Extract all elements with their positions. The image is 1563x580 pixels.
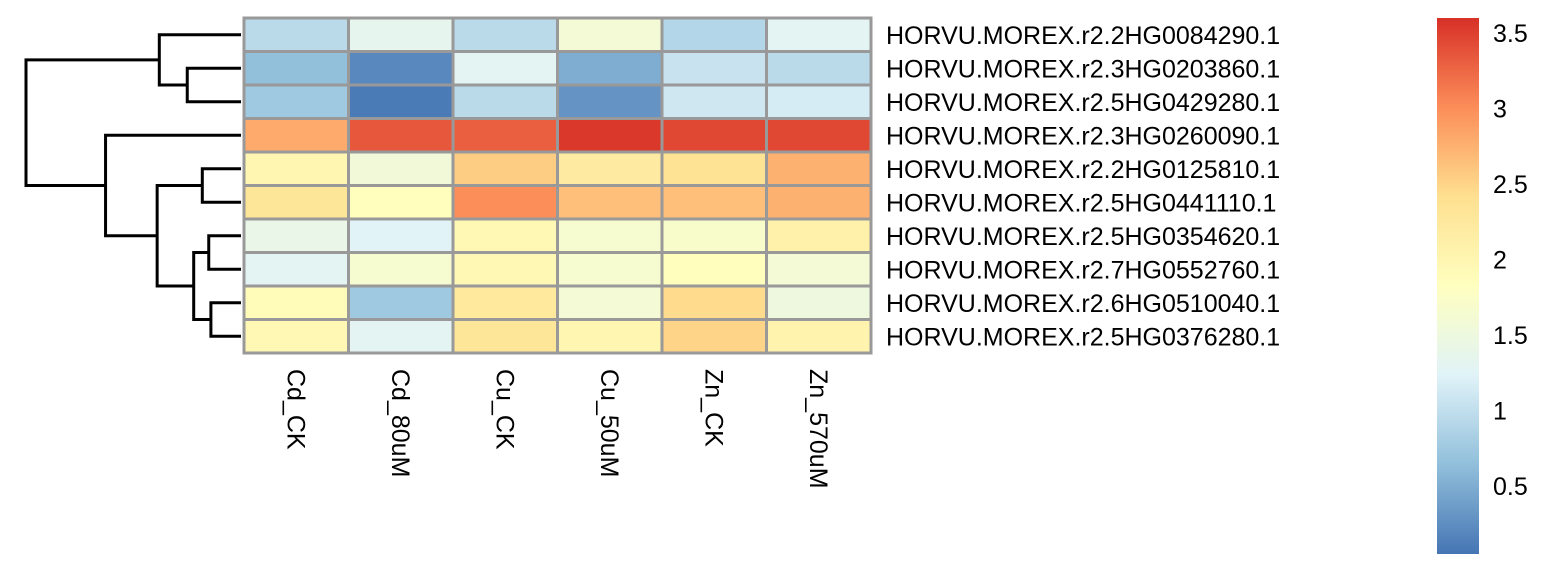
heatmap-cell: [765, 83, 873, 120]
heatmap-cell: [451, 217, 559, 254]
row-label: HORVU.MOREX.r2.2HG0084290.1: [886, 22, 1280, 50]
row-label: HORVU.MOREX.r2.5HG0354620.1: [886, 223, 1280, 251]
colorbar-tick-label: 3: [1493, 96, 1507, 124]
heatmap-cell: [242, 83, 350, 120]
heatmap-cell: [242, 251, 350, 288]
heatmap-cell: [765, 50, 873, 87]
column-label: Zn_570uM: [804, 369, 832, 489]
heatmap-cell: [660, 16, 768, 53]
colorbar-tick-label: 3.5: [1493, 20, 1528, 48]
column-labels: Cd_CK Cd_80uM Cu_CK Cu_50uM Zn_CK Zn_570uM: [281, 369, 832, 489]
heatmap-cell: [242, 217, 350, 254]
dendrogram-branch: [185, 66, 241, 104]
row-label: HORVU.MOREX.r2.5HG0429280.1: [886, 89, 1280, 117]
color-legend: 0.5 1 1.5 2 2.5 3 3.5: [1437, 18, 1528, 554]
heatmap-cell: [765, 117, 873, 154]
heatmap-cell: [242, 184, 350, 221]
heatmap-cell: [347, 217, 455, 254]
heatmap-cell: [765, 318, 873, 355]
column-label: Cu_CK: [490, 369, 518, 450]
heatmap-cell: [242, 50, 350, 87]
heatmap-cell: [556, 150, 664, 187]
heatmap-cell: [765, 184, 873, 221]
row-label: HORVU.MOREX.r2.5HG0441110.1: [886, 189, 1276, 217]
row-labels: HORVU.MOREX.r2.2HG0084290.1 HORVU.MOREX.r…: [886, 22, 1280, 352]
heatmap-cell: [660, 251, 768, 288]
colorbar-tick-label: 0.5: [1493, 473, 1528, 501]
colorbar-tick-label: 1: [1493, 398, 1507, 426]
row-label: HORVU.MOREX.r2.3HG0260090.1: [886, 122, 1280, 150]
row-dendrogram: [24, 33, 241, 338]
heatmap-cell: [347, 284, 455, 321]
heatmap-cell: [556, 318, 664, 355]
heatmap-cell: [660, 217, 768, 254]
heatmap-cell: [765, 217, 873, 254]
heatmap-cell: [242, 150, 350, 187]
heatmap-cell: [451, 184, 559, 221]
heatmap-cell: [451, 117, 559, 154]
dendrogram-branch: [157, 33, 241, 87]
column-label: Zn_CK: [699, 369, 727, 447]
heatmap-cell: [556, 251, 664, 288]
heatmap-cell: [242, 318, 350, 355]
heatmap-cell: [660, 284, 768, 321]
heatmap-cell: [242, 284, 350, 321]
colorbar-tick-label: 2: [1493, 247, 1507, 275]
row-label: HORVU.MOREX.r2.6HG0510040.1: [886, 290, 1280, 318]
heatmap-cell: [347, 83, 455, 120]
dendrogram-branch: [209, 301, 241, 338]
colorbar-tick-label: 2.5: [1493, 171, 1528, 199]
heatmap-cell: [347, 117, 455, 154]
heatmap-cell: [765, 284, 873, 321]
heatmap-cell: [556, 184, 664, 221]
row-label: HORVU.MOREX.r2.5HG0376280.1: [886, 323, 1280, 351]
heatmap-cell: [347, 318, 455, 355]
heatmap-cell: [556, 117, 664, 154]
dendrogram-branch: [207, 234, 241, 271]
row-label: HORVU.MOREX.r2.7HG0552760.1: [886, 256, 1280, 284]
heatmap-cell: [765, 150, 873, 187]
heatmap-cell: [556, 284, 664, 321]
heatmap-cells: [242, 16, 873, 355]
heatmap-cell: [660, 117, 768, 154]
heatmap-cell: [556, 217, 664, 254]
heatmap-cell: [451, 83, 559, 120]
heatmap-cell: [451, 251, 559, 288]
colorbar-gradient: [1437, 18, 1479, 554]
row-label: HORVU.MOREX.r2.2HG0125810.1: [886, 156, 1280, 184]
heatmap-cell: [660, 318, 768, 355]
column-label: Cd_80uM: [386, 369, 414, 477]
heatmap-cell: [660, 150, 768, 187]
heatmap-cell: [347, 150, 455, 187]
heatmap-cell: [660, 50, 768, 87]
heatmap-cell: [451, 150, 559, 187]
heatmap-cell: [451, 50, 559, 87]
heatmap-cell: [556, 83, 664, 120]
heatmap-cell: [556, 50, 664, 87]
dendrogram-branch: [24, 58, 160, 187]
heatmap-cell: [451, 318, 559, 355]
heatmap-cell: [242, 117, 350, 154]
dendrogram-branch: [155, 184, 203, 288]
heatmap-cell: [347, 251, 455, 288]
heatmap-cell: [556, 16, 664, 53]
heatmap-cell: [242, 16, 350, 53]
heatmap-cell: [451, 284, 559, 321]
heatmap-cell: [660, 184, 768, 221]
column-label: Cu_50uM: [595, 369, 623, 477]
heatmap-cell: [347, 50, 455, 87]
heatmap-cell: [660, 83, 768, 120]
heatmap-cell: [347, 184, 455, 221]
colorbar-tick-label: 1.5: [1493, 322, 1528, 350]
row-label: HORVU.MOREX.r2.3HG0203860.1: [886, 55, 1280, 83]
heatmap-cell: [765, 251, 873, 288]
column-label: Cd_CK: [281, 369, 309, 450]
heatmap-cell: [451, 16, 559, 53]
heatmap-cell: [347, 16, 455, 53]
heatmap-cell: [765, 16, 873, 53]
dendrogram-branch: [200, 167, 241, 204]
